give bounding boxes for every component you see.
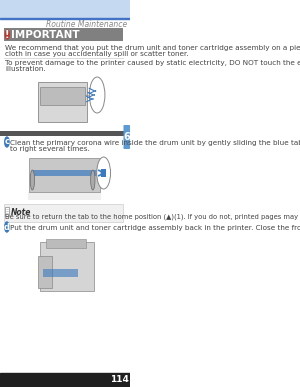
Text: 6: 6: [123, 132, 130, 142]
FancyBboxPatch shape: [38, 82, 87, 122]
Text: d: d: [4, 223, 10, 231]
Circle shape: [5, 137, 9, 147]
Text: 114: 114: [110, 375, 129, 385]
Text: cloth in case you accidentally spill or scatter toner.: cloth in case you accidentally spill or …: [5, 51, 189, 57]
Circle shape: [5, 222, 9, 232]
Circle shape: [5, 30, 9, 39]
Bar: [0, 18, 130, 19]
Text: c: c: [4, 137, 9, 147]
FancyBboxPatch shape: [38, 256, 52, 288]
Text: To prevent damage to the printer caused by static electricity, DO NOT touch the : To prevent damage to the printer caused …: [5, 60, 300, 66]
FancyBboxPatch shape: [46, 238, 86, 248]
FancyBboxPatch shape: [4, 28, 123, 41]
Text: Routine Maintenance: Routine Maintenance: [46, 21, 128, 29]
Text: to right several times.: to right several times.: [11, 146, 90, 152]
Text: IMPORTANT: IMPORTANT: [11, 29, 80, 39]
FancyBboxPatch shape: [40, 242, 94, 291]
FancyBboxPatch shape: [4, 204, 124, 222]
Ellipse shape: [30, 170, 34, 190]
Text: Note: Note: [11, 208, 31, 217]
Bar: [0, 0, 130, 18]
Ellipse shape: [91, 170, 95, 190]
Text: Clean the primary corona wire inside the drum unit by gently sliding the blue ta: Clean the primary corona wire inside the…: [11, 140, 300, 146]
FancyBboxPatch shape: [29, 158, 100, 192]
Circle shape: [97, 157, 110, 189]
FancyBboxPatch shape: [124, 125, 130, 149]
Bar: [43, 269, 78, 277]
Bar: [101, 169, 106, 177]
Bar: [40, 87, 86, 105]
Bar: [0, 131, 130, 136]
Bar: [0, 373, 130, 387]
Text: We recommend that you put the drum unit and toner cartridge assembly on a piece : We recommend that you put the drum unit …: [5, 45, 300, 51]
Text: illustration.: illustration.: [5, 66, 46, 72]
FancyBboxPatch shape: [5, 207, 9, 216]
Text: Be sure to return the tab to the home position (▲)(1). If you do not, printed pa: Be sure to return the tab to the home po…: [5, 214, 300, 221]
Text: !: !: [5, 29, 10, 39]
Bar: [32, 170, 97, 176]
Circle shape: [89, 77, 105, 113]
Text: Put the drum unit and toner cartridge assembly back in the printer. Close the fr: Put the drum unit and toner cartridge as…: [11, 225, 300, 231]
FancyBboxPatch shape: [28, 192, 101, 200]
